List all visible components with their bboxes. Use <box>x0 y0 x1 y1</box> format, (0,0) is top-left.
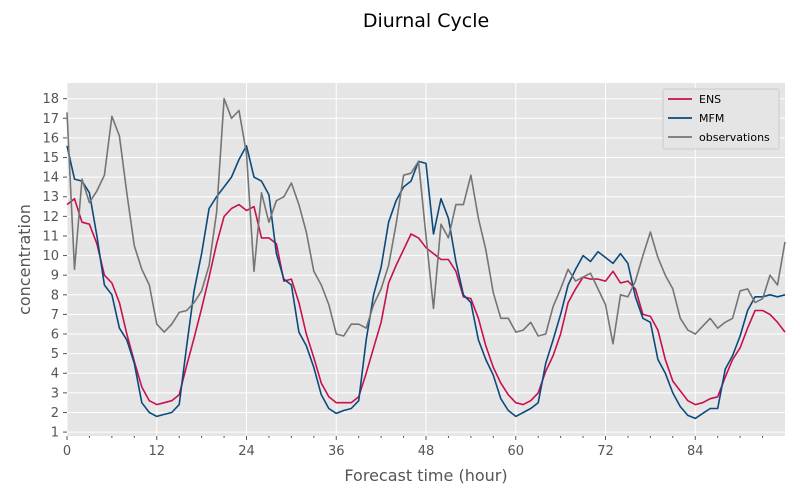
x-tick-label: 60 <box>507 444 524 459</box>
y-tick-label: 3 <box>51 386 59 401</box>
y-tick-label: 4 <box>51 367 59 382</box>
series-lines <box>66 97 786 420</box>
y-tick-label: 2 <box>51 406 59 421</box>
x-tick-label: 84 <box>687 444 704 459</box>
y-tick-label: 5 <box>51 347 59 362</box>
y-tick-label: 6 <box>51 328 59 343</box>
legend: ENS MFM observations <box>662 88 780 150</box>
x-tick-label: 0 <box>63 444 71 459</box>
series-line-ENS <box>66 197 786 406</box>
series-line-observations <box>66 97 786 345</box>
y-tick-label: 17 <box>42 112 59 127</box>
legend-box <box>662 88 780 150</box>
series-line-MFM <box>66 145 786 420</box>
y-tick-label: 8 <box>51 288 59 303</box>
y-tick-label: 12 <box>42 210 59 225</box>
x-axis-title: Forecast time (hour) <box>344 466 507 485</box>
x-tick-label: 48 <box>418 444 435 459</box>
y-tick-label: 10 <box>42 249 59 264</box>
x-tick-label: 12 <box>148 444 165 459</box>
y-tick-label: 9 <box>51 269 59 284</box>
y-tick-label: 13 <box>42 190 59 205</box>
x-tick-label: 72 <box>597 444 614 459</box>
y-axis-title: concentration <box>15 204 34 315</box>
y-tick-label: 18 <box>42 92 59 107</box>
chart-title: Diurnal Cycle <box>362 10 490 32</box>
x-tick-label: 24 <box>238 444 255 459</box>
y-tick-label: 1 <box>51 426 59 441</box>
y-tick-label: 15 <box>42 151 59 166</box>
y-tick-label: 7 <box>51 308 59 323</box>
legend-label: observations <box>699 131 770 144</box>
legend-label: MFM <box>699 112 724 125</box>
legend-label: ENS <box>699 93 721 106</box>
y-tick-label: 14 <box>42 171 59 186</box>
x-tick-label: 36 <box>328 444 345 459</box>
y-tick-label: 16 <box>42 131 59 146</box>
y-tick-label: 11 <box>42 229 59 244</box>
